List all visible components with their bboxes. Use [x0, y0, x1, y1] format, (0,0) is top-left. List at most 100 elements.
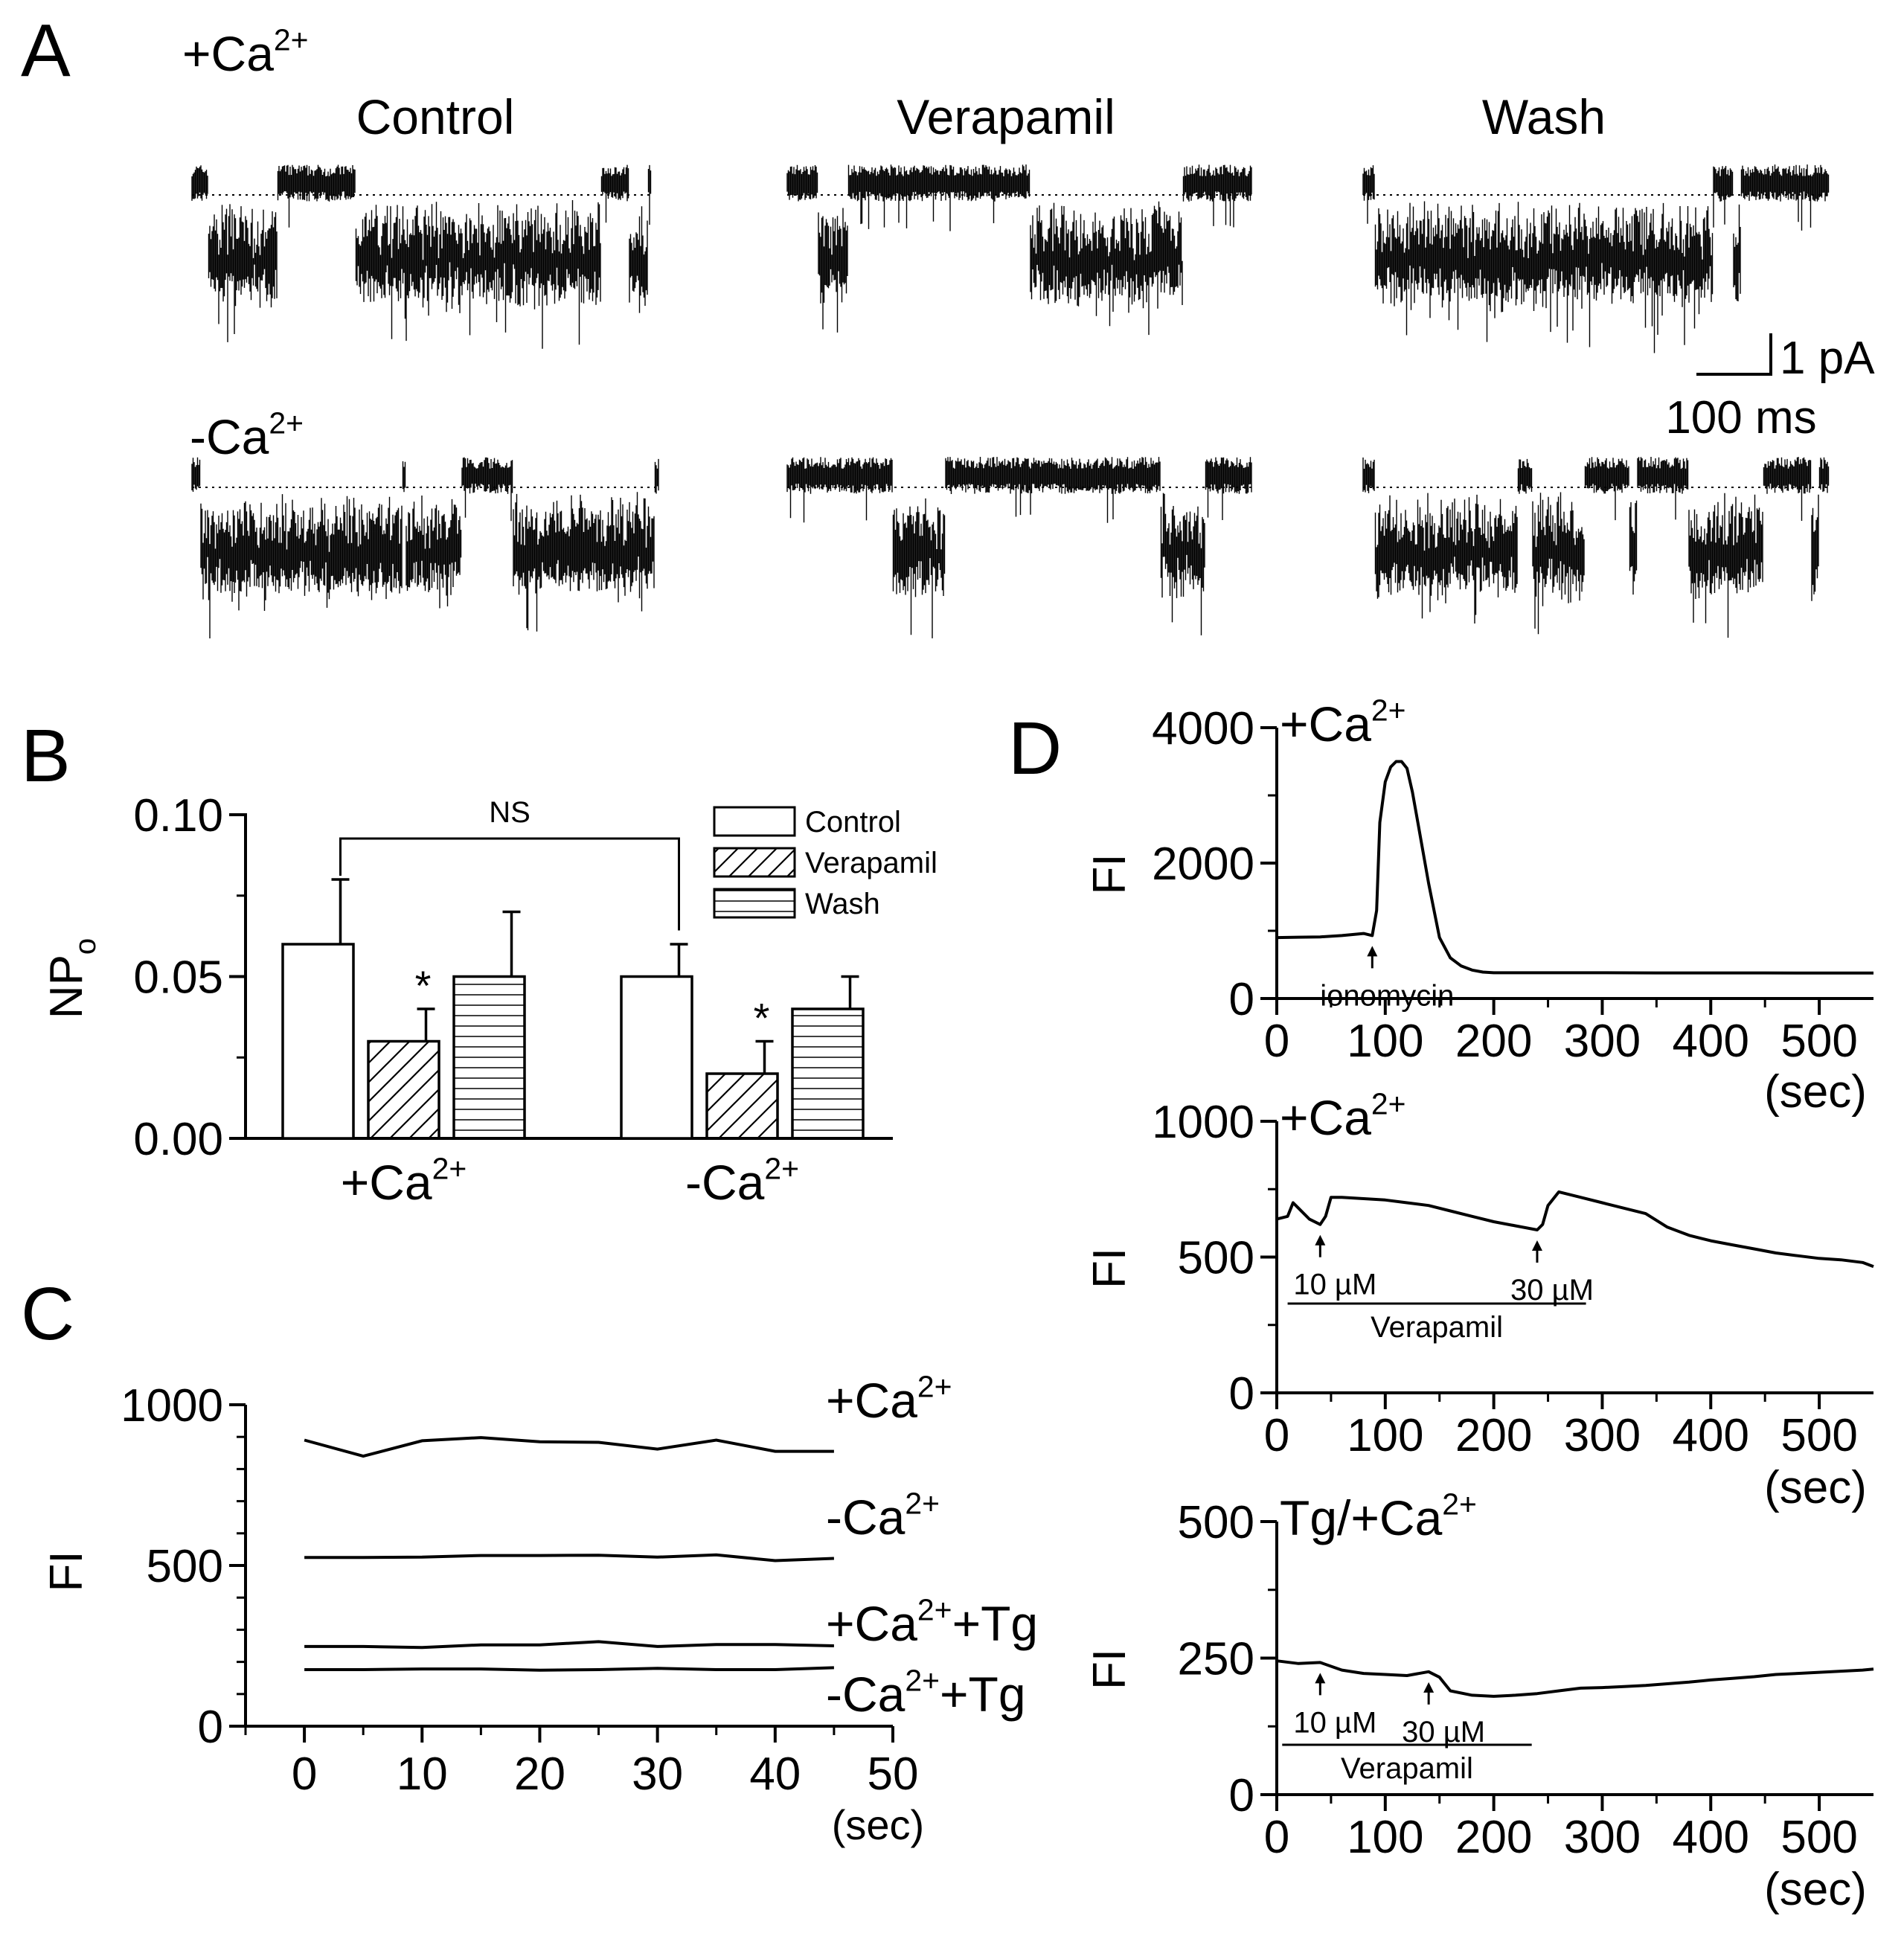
legend-swatch [713, 888, 796, 919]
x-tick-label: 500 [1780, 1812, 1857, 1863]
panel-a: A +Ca2+ -Ca2+ Control Verapamil Wash 1 pA 100 … [21, 9, 1875, 638]
arrow-head [1315, 1234, 1326, 1246]
y-tick-label: 250 [1178, 1634, 1254, 1685]
row-label-minus-ca: -Ca2+ [190, 406, 304, 464]
x-tick-label: 500 [1780, 1016, 1857, 1067]
subchart: 0 2000 4000 0 100 200 300 400 500(sec) FI +Ca2+ ion… [1084, 693, 1873, 1118]
annotation-label: 30 µM [1402, 1716, 1485, 1749]
subchart-title: +Ca2+ [1280, 693, 1406, 751]
x-axis-label: (sec) [1764, 1066, 1867, 1118]
x-axis-label: (sec) [1764, 1864, 1867, 1915]
data-line [1276, 1659, 1874, 1698]
condition-title: Wash [1482, 89, 1606, 144]
x-tick-label: 100 [1347, 1410, 1423, 1461]
current-trace [786, 457, 1252, 638]
scale-bar-lines [1696, 333, 1772, 376]
x-tick-label: 0 [1264, 1812, 1289, 1863]
bar [367, 1039, 440, 1140]
x-tick-label: 200 [1455, 1410, 1532, 1461]
bar [705, 1072, 779, 1140]
current-trace [1362, 457, 1830, 638]
current-trace [191, 457, 659, 638]
x-tick-label: 200 [1455, 1016, 1532, 1067]
y-tick-label: 0 [1229, 1368, 1254, 1420]
y-tick-label: 2000 [1152, 839, 1254, 890]
legend-swatch [713, 847, 796, 878]
annotation-label: 30 µM [1510, 1274, 1594, 1307]
series-label: +Ca2+ [826, 1369, 952, 1428]
annotation-label: 10 µM [1293, 1706, 1376, 1739]
series-line [304, 1666, 834, 1672]
panel-b-label: B [21, 714, 71, 798]
current-trace [786, 164, 1252, 336]
x-tick-label: 40 [749, 1749, 801, 1800]
bar [281, 943, 355, 1140]
legend-swatch [713, 806, 796, 837]
data-line [1276, 1190, 1874, 1269]
comparison-label: NS [489, 796, 531, 829]
y-axis-label: NPo [41, 938, 102, 1019]
y-tick-label: 4000 [1152, 703, 1254, 754]
current-trace [1362, 164, 1830, 353]
current-trace [191, 164, 652, 349]
panel-c-label: C [21, 1272, 74, 1356]
legend-label: Wash [805, 888, 880, 920]
x-tick-label: 400 [1673, 1016, 1749, 1067]
condition-title: Verapamil [897, 89, 1115, 144]
bar [620, 975, 693, 1140]
y-tick-label: 1000 [121, 1380, 223, 1432]
x-tick-label: 500 [1780, 1410, 1857, 1461]
y-tick-label: 0.05 [133, 952, 223, 1004]
series-line [304, 1640, 834, 1650]
y-tick-label: 0 [198, 1702, 223, 1753]
x-tick-label: 30 [632, 1749, 683, 1800]
x-tick-label: 400 [1673, 1812, 1749, 1863]
subchart-title: Tg/+Ca2+ [1280, 1487, 1477, 1545]
treatment-bar-label: Verapamil [1341, 1752, 1473, 1785]
row-label-plus-ca: +Ca2+ [182, 22, 309, 81]
panel-a-label: A [21, 9, 71, 92]
x-tick-label: 0 [1264, 1016, 1289, 1067]
group-label: +Ca2+ [341, 1151, 467, 1210]
arrow-head [1315, 1673, 1326, 1684]
x-tick-label: 300 [1564, 1410, 1641, 1461]
series-line [304, 1436, 834, 1458]
subchart-title: +Ca2+ [1280, 1086, 1406, 1145]
x-axis-label: (sec) [1764, 1462, 1867, 1513]
condition-title: Control [356, 89, 515, 144]
scale-bar: 1 pA 100 ms [1665, 333, 1875, 443]
x-tick-label: 50 [868, 1749, 919, 1800]
group-label: -Ca2+ [685, 1151, 799, 1210]
x-tick-label: 100 [1347, 1812, 1423, 1863]
x-tick-label: 0 [292, 1749, 317, 1800]
arrow-head [1423, 1682, 1435, 1693]
y-tick-label: 1000 [1152, 1097, 1254, 1148]
y-axis-label: FI [41, 1551, 92, 1592]
x-tick-label: 300 [1564, 1812, 1641, 1863]
x-axis-label: (sec) [832, 1801, 924, 1848]
annotation-label: ionomycin [1320, 979, 1454, 1012]
panel-b-bar-chart: B 0.00 0.05 0.10 NPo * * NS +Ca2+ -Ca2+ Control Ve… [21, 714, 937, 1210]
trace-signal [786, 457, 1252, 638]
x-tick-label: 0 [1264, 1410, 1289, 1461]
scale-bar-time: 100 ms [1665, 392, 1816, 443]
significance-mark: * [754, 995, 770, 1042]
trace-signal [786, 164, 1252, 336]
y-axis-label: FI [1084, 1248, 1135, 1289]
bar [452, 975, 526, 1140]
y-tick-label: 0 [1229, 974, 1254, 1025]
x-tick-label: 200 [1455, 1812, 1532, 1863]
y-tick-label: 500 [1178, 1233, 1254, 1284]
y-tick-label: 0 [1229, 1770, 1254, 1821]
trace-signal [191, 164, 652, 349]
panel-d-label: D [1008, 707, 1062, 790]
x-tick-label: 100 [1347, 1016, 1423, 1067]
treatment-bar-label: Verapamil [1371, 1311, 1503, 1344]
x-tick-label: 300 [1564, 1016, 1641, 1067]
x-tick-label: 20 [514, 1749, 565, 1800]
legend-label: Verapamil [805, 847, 937, 879]
y-tick-label: 0.00 [133, 1114, 223, 1165]
